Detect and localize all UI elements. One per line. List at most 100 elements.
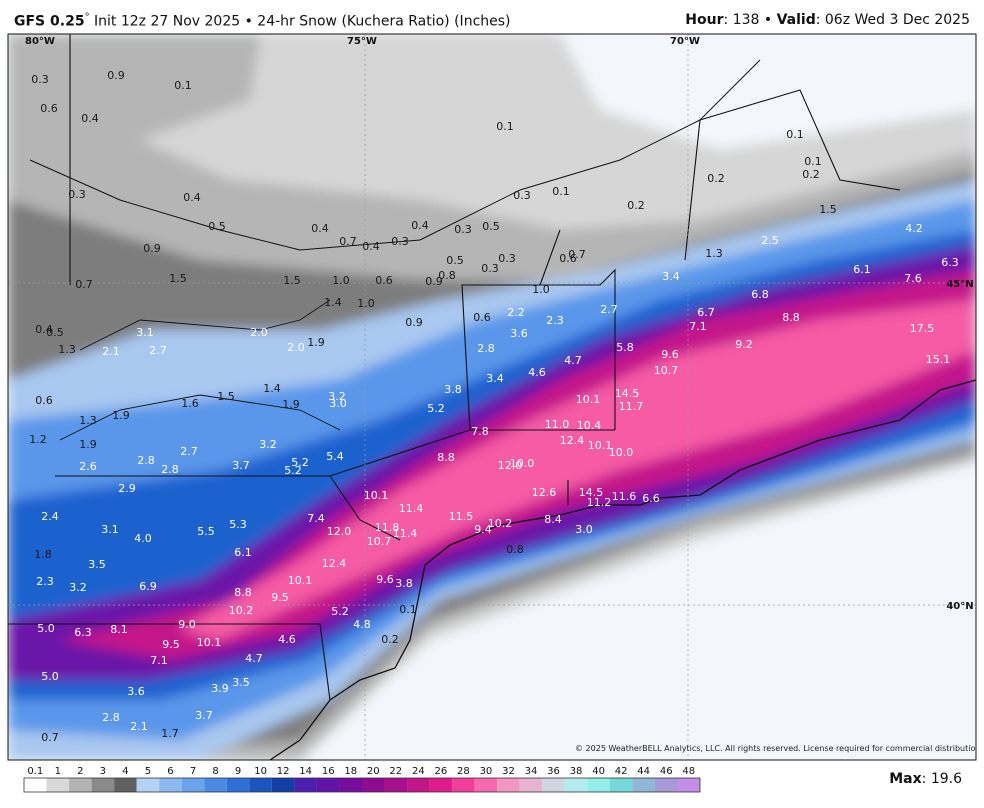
colorbar-cell <box>159 778 182 792</box>
snow-amount: 7.6 <box>904 272 922 285</box>
snow-amount: 3.1 <box>136 326 154 339</box>
snow-amount: 5.3 <box>229 518 247 531</box>
snow-amount: 8.4 <box>544 513 562 526</box>
snow-amount: 0.8 <box>506 543 524 556</box>
colorbar-cell <box>452 778 475 792</box>
snow-amount: 5.2 <box>291 456 309 469</box>
snow-amount: 1.5 <box>283 274 301 287</box>
colorbar-cell <box>519 778 543 792</box>
colorbar-cell <box>587 778 610 792</box>
snow-amount: 2.1 <box>102 345 120 358</box>
snow-amount: 0.4 <box>35 323 53 336</box>
snow-amount: 4.8 <box>353 618 371 631</box>
colorbar-label: 38 <box>570 766 583 777</box>
snow-amount: 9.6 <box>376 573 394 586</box>
snow-amount: 9.5 <box>271 591 289 604</box>
snow-amount: 10.2 <box>488 517 513 530</box>
snow-amount: 2.3 <box>546 314 564 327</box>
max-value: Max: 19.6 <box>889 771 962 787</box>
snow-amount: 5.8 <box>616 341 634 354</box>
snow-amount: 10.1 <box>588 439 613 452</box>
colorbar-cell <box>677 778 700 792</box>
snow-amount: 0.5 <box>482 220 500 233</box>
snow-amount: 9.6 <box>661 348 679 361</box>
snow-amount: 0.9 <box>425 275 443 288</box>
snow-amount: 4.7 <box>245 652 263 665</box>
snow-amount: 1.9 <box>112 409 130 422</box>
colorbar-cell <box>384 778 408 792</box>
snow-amount: 0.1 <box>174 79 192 92</box>
snow-amount: 1.5 <box>169 272 187 285</box>
snow-amount: 15.1 <box>926 353 951 366</box>
snow-amount: 2.7 <box>149 344 167 357</box>
snow-amount: 1.7 <box>161 727 179 740</box>
snow-amount: 12.6 <box>532 486 557 499</box>
snow-amount: 2.8 <box>477 342 495 355</box>
valid-text: : 06z Wed 3 Dec 2025 <box>815 12 970 28</box>
snow-amount: 6.8 <box>751 288 769 301</box>
degree: ° <box>84 12 90 23</box>
colorbar-label: 46 <box>660 766 673 777</box>
snow-amount: 2.9 <box>118 482 136 495</box>
colorbar-cell <box>69 778 92 792</box>
snow-amount: 3.7 <box>195 709 213 722</box>
colorbar-cell <box>316 778 340 792</box>
snow-amount: 7.4 <box>307 512 325 525</box>
snow-amount: 0.3 <box>454 223 472 236</box>
snow-amount: 0.3 <box>391 235 409 248</box>
header-title: GFS 0.25° Init 12z 27 Nov 2025 • 24-hr S… <box>14 12 511 30</box>
snow-amount: 1.3 <box>79 414 97 427</box>
colorbar-label: 4 <box>122 766 128 777</box>
colorbar-label: 26 <box>434 766 447 777</box>
snow-amount: 0.5 <box>46 326 64 339</box>
snow-amount: 0.4 <box>411 219 429 232</box>
colorbar-label: 2 <box>77 766 83 777</box>
snow-amount: 3.0 <box>575 523 593 536</box>
snow-amount: 4.6 <box>528 366 546 379</box>
snow-amount: 0.2 <box>381 633 399 646</box>
snow-amount: 1.9 <box>307 336 325 349</box>
colorbar-label: 14 <box>299 766 312 777</box>
snow-amount: 8.1 <box>110 623 128 636</box>
snow-amount: 11.7 <box>619 400 644 413</box>
colorbar-label: 9 <box>235 766 241 777</box>
snow-amount: 1.8 <box>34 548 52 561</box>
snow-amount: 6.7 <box>697 306 715 319</box>
colorbar-label: 6 <box>167 766 173 777</box>
snow-amount: 11.8 <box>375 521 400 534</box>
snow-amount: 0.2 <box>802 168 820 181</box>
snow-amount: 1.4 <box>263 382 281 395</box>
colorbar-cell <box>249 778 272 792</box>
snow-amount: 6.1 <box>234 546 252 559</box>
colorbar-cell <box>564 778 588 792</box>
snow-amount: 4.7 <box>564 354 582 367</box>
snow-amount: 9.0 <box>178 618 196 631</box>
snow-amount: 12.4 <box>322 557 347 570</box>
snow-amount: 5.2 <box>427 402 445 415</box>
snow-amount: 11.2 <box>587 496 612 509</box>
colorbar-cell <box>497 778 520 792</box>
snow-amount: 3.1 <box>101 523 119 536</box>
graticule-label: 70°W <box>670 36 700 47</box>
colorbar-label: 40 <box>592 766 605 777</box>
snow-amount: 4.6 <box>278 633 296 646</box>
snow-amount: 11.4 <box>393 527 418 540</box>
snow-amount: 6.6 <box>642 492 660 505</box>
snow-amount: 0.6 <box>375 274 393 287</box>
snow-amount: 3.9 <box>211 682 229 695</box>
graticule-label: 45°N <box>946 279 973 290</box>
snow-amount: 1.0 <box>532 283 550 296</box>
snow-amount: 3.2 <box>259 438 277 451</box>
snow-amount: 9.5 <box>162 638 180 651</box>
colorbar-cell <box>114 778 137 792</box>
colorbar-label: 0.1 <box>27 766 43 777</box>
snow-amount: 6.1 <box>853 263 871 276</box>
colorbar-cell <box>654 778 678 792</box>
colorbar-cell <box>271 778 295 792</box>
colorbar-cell <box>632 778 655 792</box>
snow-amount: 14.5 <box>615 387 640 400</box>
snow-amount: 0.4 <box>183 191 201 204</box>
snow-amount: 2.3 <box>36 575 54 588</box>
snow-amount: 5.0 <box>37 622 55 635</box>
snow-amount: 2.8 <box>137 454 155 467</box>
